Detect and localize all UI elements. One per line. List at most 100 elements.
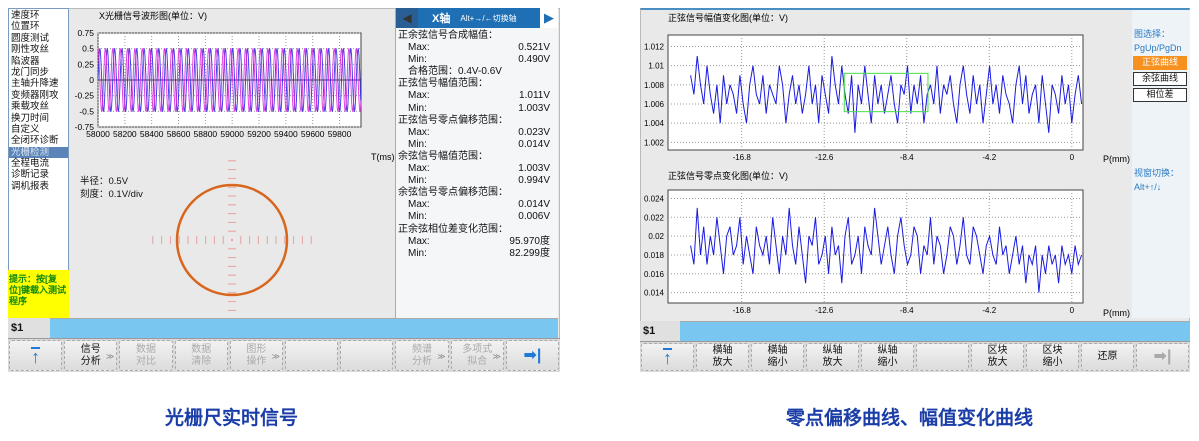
toolbar-button-label: 区块 放大 bbox=[987, 345, 1008, 368]
x-tick-label: 58400 bbox=[140, 129, 164, 139]
stat-max-value: 1.011V bbox=[519, 90, 550, 102]
toolbar-button-label: 图形 操作 bbox=[246, 343, 267, 367]
toolbar-button[interactable] bbox=[916, 343, 969, 371]
toolbar-button[interactable]: 横轴 缩小 bbox=[751, 343, 804, 371]
menu-item[interactable]: 自定义 bbox=[11, 123, 40, 135]
amplitude-chart: 正弦信号幅值变化图(单位：V) -16.8 -12.6 -8.4 -4.2 0 1.012 1… bbox=[644, 12, 1130, 164]
toolbar-button[interactable]: 纵轴 放大 bbox=[806, 343, 859, 371]
menu-item[interactable]: 全程电流 bbox=[11, 158, 50, 170]
zero-offset-chart: 正弦信号零点变化图(单位：V) -16.8 -12.6 -8.4 -4.2 0 0.024 0… bbox=[644, 170, 1130, 318]
menu-item[interactable]: 乘载攻丝 bbox=[11, 101, 50, 113]
x-axis-label: T(ms) bbox=[371, 152, 395, 162]
toolbar-button[interactable]: 横轴 放大 bbox=[696, 343, 749, 371]
menu-item[interactable]: 位置环 bbox=[11, 21, 40, 33]
toolbar-button[interactable]: 多项式 拟合 ≫ bbox=[450, 340, 504, 371]
toolbar-button[interactable]: 图形 操作 ≫ bbox=[229, 340, 284, 371]
more-chevron-icon: ≫ bbox=[271, 352, 281, 361]
menu-item[interactable]: 全闭环诊断 bbox=[11, 135, 59, 147]
next-page-button[interactable]: ➡| bbox=[505, 340, 560, 371]
select-keys: PgUp/PgDn bbox=[1134, 43, 1182, 53]
y-tick-label: 1.01 bbox=[648, 62, 664, 71]
left-toolbar: ↑ 信号 分析 ≫ 数据 对比 数据 清除 图形 操作 ≫ 频谱 分析 ≫ 多项式 拟合 ≫ ➡| bbox=[8, 338, 560, 372]
command-prompt: $1 bbox=[640, 321, 680, 341]
data-series bbox=[690, 56, 1083, 133]
x-tick-label: -8.4 bbox=[900, 306, 914, 315]
menu-item[interactable]: 速度环 bbox=[11, 10, 40, 21]
toolbar-button-label: 区块 缩小 bbox=[1042, 345, 1063, 368]
prev-axis-button[interactable]: ◀ bbox=[396, 8, 418, 28]
diagnosis-menu: 速度环 位置环 圆度测试 刚性攻丝 陷波器 龙门同步 主轴升降速 变频器刚攻 乘载攻丝 换刀时间自… bbox=[8, 8, 69, 290]
x-tick-label: -16.8 bbox=[733, 153, 752, 162]
x-tick-label: -8.4 bbox=[900, 153, 914, 162]
stat-max-value: 1.003V bbox=[518, 163, 550, 175]
menu-item[interactable]: 调机报表 bbox=[11, 180, 50, 192]
toolbar-button[interactable]: 信号 分析 ≫ bbox=[64, 340, 118, 371]
toolbar-button[interactable]: 区块 放大 bbox=[971, 343, 1024, 371]
menu-item[interactable]: 圆度测试 bbox=[11, 32, 50, 44]
menu-item[interactable]: 光栅检测 bbox=[9, 146, 68, 159]
x-tick-label: 59000 bbox=[220, 129, 244, 139]
command-input[interactable] bbox=[50, 318, 558, 338]
y-tick-label: 1.012 bbox=[644, 43, 665, 52]
y-tick-label: 0.75 bbox=[77, 28, 94, 38]
stat-max-value: 95.970度 bbox=[509, 235, 550, 247]
chart-title: 正弦信号幅值变化图(单位：V) bbox=[668, 12, 788, 23]
toolbar-button[interactable]: 区块 缩小 bbox=[1026, 343, 1079, 371]
menu-item[interactable]: 主轴升降速 bbox=[11, 78, 59, 90]
toolbar-button[interactable]: 纵轴 缩小 bbox=[861, 343, 914, 371]
sine-curve-button[interactable]: 正弦曲线 bbox=[1133, 56, 1187, 70]
stat-min-label: Min: bbox=[408, 138, 427, 150]
stat-max-label: Max: bbox=[408, 235, 430, 247]
toolbar-button[interactable]: 数据 清除 bbox=[174, 340, 228, 371]
phase-diff-button[interactable]: 相位差 bbox=[1133, 88, 1187, 102]
switch-keys: Alt+↑/↓ bbox=[1134, 182, 1162, 192]
stat-max-value: 0.521V bbox=[518, 42, 550, 54]
toolbar-button[interactable] bbox=[340, 340, 394, 371]
x-tick-label: -16.8 bbox=[733, 306, 752, 315]
back-button[interactable]: ↑ bbox=[641, 343, 694, 371]
toolbar-button[interactable]: 频谱 分析 ≫ bbox=[395, 340, 449, 371]
menu-item[interactable]: 刚性攻丝 bbox=[11, 44, 50, 56]
selection-box[interactable] bbox=[843, 72, 929, 113]
next-arrow-icon: ➡| bbox=[523, 346, 542, 364]
back-button[interactable]: ↑ bbox=[9, 340, 63, 371]
menu-item[interactable]: 陷波器 bbox=[11, 55, 40, 67]
x-tick-label: 59800 bbox=[328, 129, 352, 139]
menu-item[interactable]: 诊断记录 bbox=[11, 169, 50, 181]
next-page-button[interactable]: ➡| bbox=[1136, 343, 1189, 371]
toolbar-button[interactable] bbox=[285, 340, 339, 371]
toolbar-button-label: 还原 bbox=[1097, 351, 1118, 362]
more-chevron-icon: ≫ bbox=[492, 352, 501, 361]
stat-min-row: Min: 0.014V bbox=[396, 139, 558, 151]
toolbar-button-label: 信号 分析 bbox=[80, 343, 101, 367]
toolbar-button[interactable]: 数据 对比 bbox=[119, 340, 173, 371]
toolbar-button-label: 频谱 分析 bbox=[412, 343, 433, 367]
axis-label: X轴 bbox=[432, 13, 451, 25]
plot-area bbox=[667, 34, 1084, 151]
y-tick-label: 0 bbox=[89, 75, 94, 85]
stat-max-label: Max: bbox=[408, 126, 430, 138]
stat-max-label: Max: bbox=[408, 199, 430, 211]
stat-min-row: Min: 0.490V bbox=[396, 54, 558, 66]
menu-item[interactable]: 换刀时间 bbox=[11, 112, 50, 124]
stat-min-label: Min: bbox=[408, 175, 427, 187]
y-tick-label: 0.016 bbox=[644, 270, 665, 279]
switch-label: 视窗切换： bbox=[1134, 168, 1180, 178]
stat-title: 正弦信号幅值范围： bbox=[398, 78, 488, 90]
data-series bbox=[690, 207, 1083, 293]
toolbar-button[interactable]: 还原 bbox=[1081, 343, 1134, 371]
cosine-curve-button[interactable]: 余弦曲线 bbox=[1133, 72, 1187, 86]
command-input[interactable] bbox=[680, 321, 1190, 341]
x-tick-label: 58600 bbox=[167, 129, 191, 139]
x-tick-label: 0 bbox=[1070, 153, 1075, 162]
next-arrow-icon: ➡| bbox=[1153, 348, 1172, 365]
stat-title: 正弦信号零点偏移范围： bbox=[398, 114, 508, 126]
chart-title: X光栅信号波形图(单位：V) bbox=[99, 10, 207, 21]
menu-item[interactable]: 龙门同步 bbox=[11, 66, 50, 78]
menu-item[interactable]: 变频器刚攻 bbox=[11, 89, 59, 101]
x-tick-label: 0 bbox=[1070, 306, 1075, 315]
x-tick-label: 58800 bbox=[194, 129, 218, 139]
more-chevron-icon: ≫ bbox=[106, 352, 115, 361]
next-axis-button[interactable]: ▶ bbox=[540, 8, 558, 28]
stat-max-label: Max: bbox=[408, 90, 430, 102]
